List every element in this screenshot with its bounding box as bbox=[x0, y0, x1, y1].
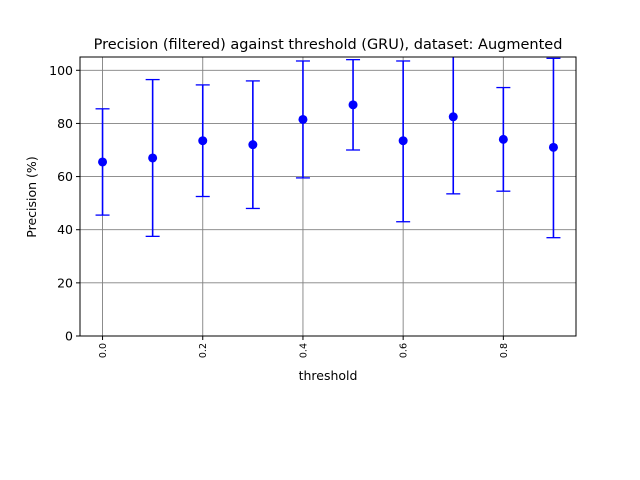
data-point bbox=[398, 136, 408, 146]
x-tick-label: 0.4 bbox=[298, 343, 309, 358]
chart-title: Precision (filtered) against threshold (… bbox=[94, 37, 563, 53]
data-point bbox=[348, 100, 358, 110]
y-tick-label: 100 bbox=[49, 63, 73, 78]
data-point bbox=[448, 112, 458, 122]
x-tick-label: 0.2 bbox=[198, 343, 209, 358]
y-tick-label: 20 bbox=[57, 275, 73, 290]
plot-frame bbox=[79, 56, 577, 337]
x-axis-label: threshold bbox=[299, 368, 358, 383]
y-tick-label: 40 bbox=[57, 222, 73, 237]
data-point bbox=[248, 140, 258, 150]
data-point bbox=[198, 136, 208, 146]
data-point bbox=[148, 153, 158, 163]
data-point bbox=[498, 134, 508, 144]
y-tick-label: 0 bbox=[65, 329, 73, 344]
y-axis-label: Precision (%) bbox=[24, 156, 39, 237]
data-point bbox=[298, 114, 308, 124]
y-tick-label: 80 bbox=[57, 116, 73, 131]
x-tick-label: 0.0 bbox=[98, 343, 109, 358]
y-axis-ticks: 0 20 40 60 80 100 bbox=[49, 63, 80, 344]
x-tick-label: 0.6 bbox=[399, 343, 410, 358]
x-tick-label: 0.8 bbox=[499, 343, 510, 358]
data-point bbox=[98, 157, 108, 167]
data-point bbox=[548, 142, 558, 152]
data-points bbox=[98, 100, 558, 167]
y-tick-label: 60 bbox=[57, 169, 73, 184]
x-axis-ticks: 0.0 0.2 0.4 0.6 0.8 bbox=[98, 336, 510, 358]
